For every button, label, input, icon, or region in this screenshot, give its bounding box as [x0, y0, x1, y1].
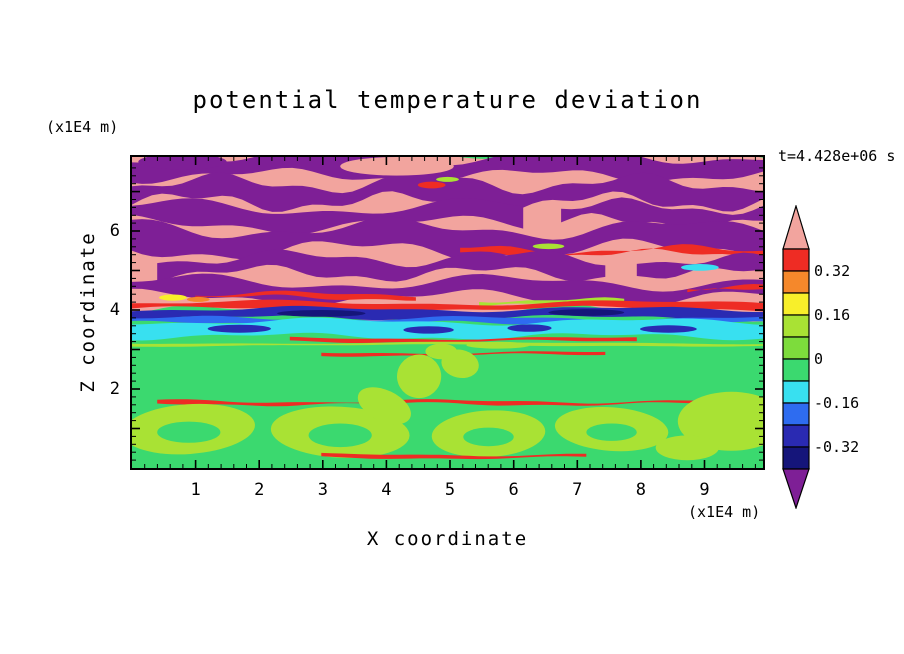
- x-tick-label: 2: [254, 480, 265, 500]
- plot-area: [130, 155, 765, 470]
- x-tick-label: 4: [381, 480, 392, 500]
- x-tick-label: 9: [699, 480, 710, 500]
- colorbar: [782, 205, 810, 509]
- colorbar-label: 0.32: [814, 262, 851, 280]
- x-tick-label: 3: [317, 480, 328, 500]
- x-axis-unit-label: (x1E4 m): [688, 503, 761, 521]
- colorbar-label: 0.16: [814, 306, 851, 324]
- x-axis-title: X coordinate: [366, 528, 529, 550]
- colorbar-label: -0.32: [814, 438, 860, 456]
- y-tick-label: 4: [109, 300, 120, 321]
- colorbar-label: -0.16: [814, 394, 860, 412]
- x-tick-label: 1: [190, 480, 201, 500]
- x-tick-label: 6: [508, 480, 519, 500]
- y-axis-unit-label: (x1E4 m): [46, 118, 119, 136]
- y-tick-label: 2: [109, 379, 120, 400]
- axis-ticks: [132, 157, 763, 468]
- y-tick-label: 6: [109, 221, 120, 242]
- x-tick-label: 7: [572, 480, 583, 500]
- plot-title: potential temperature deviation: [192, 86, 703, 114]
- timestamp-label: t=4.428e+06 s: [778, 147, 896, 165]
- colorbar-label: 0: [814, 350, 824, 368]
- x-tick-label: 5: [444, 480, 456, 500]
- x-tick-label: 8: [635, 480, 646, 500]
- heatmap-field: [132, 157, 763, 468]
